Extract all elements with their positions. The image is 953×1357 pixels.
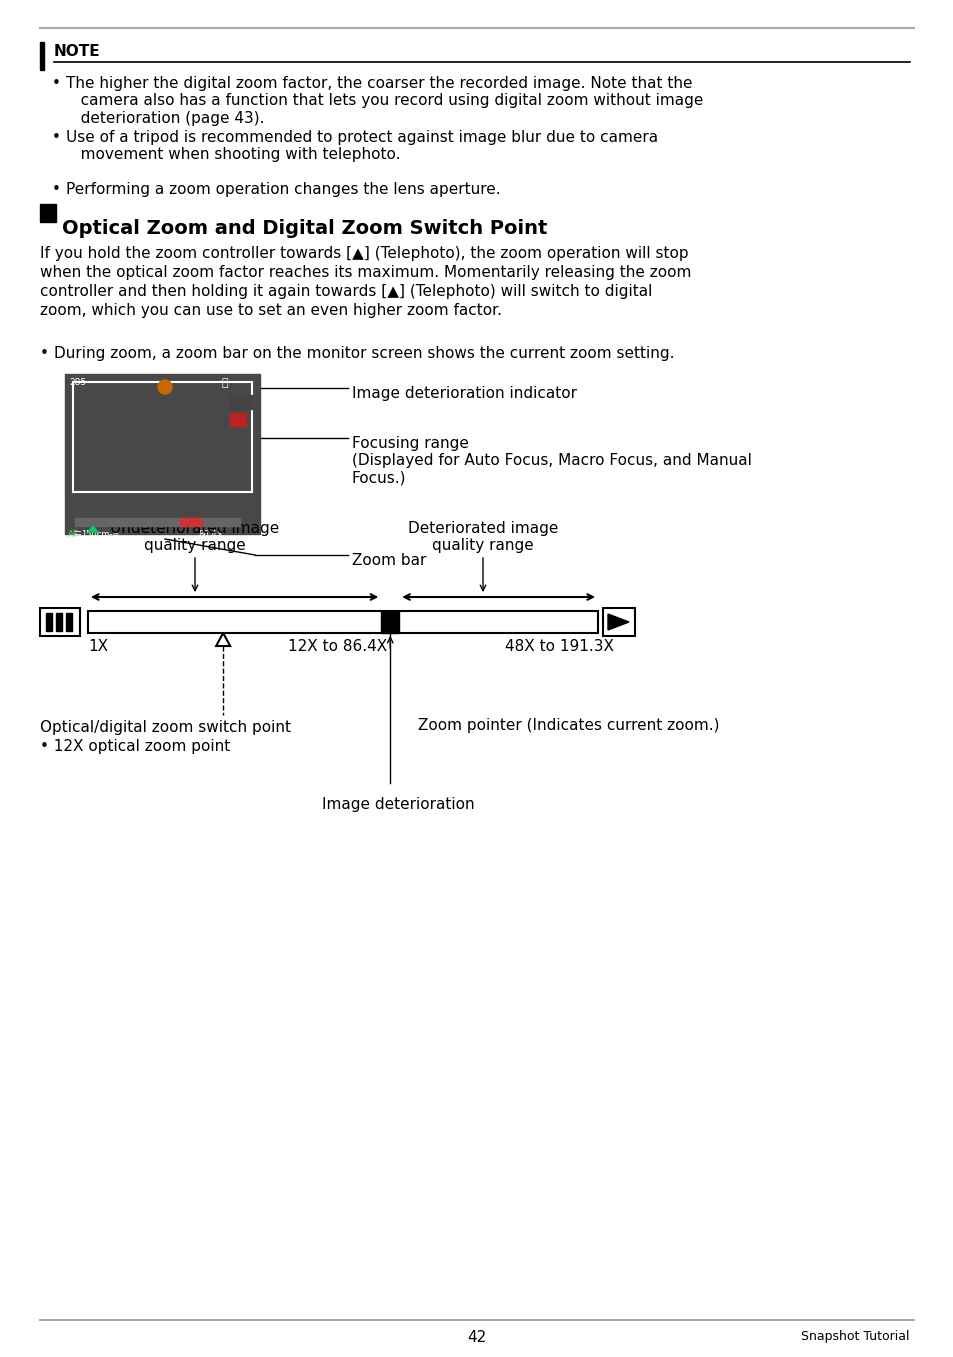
Text: •: • xyxy=(52,76,61,91)
Text: 285: 285 xyxy=(69,379,86,387)
Bar xyxy=(88,611,598,632)
Text: 86.4×: 86.4× xyxy=(198,531,223,539)
Bar xyxy=(56,613,62,631)
Text: The higher the digital zoom factor, the coarser the recorded image. Note that th: The higher the digital zoom factor, the … xyxy=(66,76,702,126)
Text: Undeteriorated image
quality range: Undeteriorated image quality range xyxy=(111,521,279,554)
Text: AF: AF xyxy=(68,531,78,539)
Text: NOTE: NOTE xyxy=(54,43,100,58)
Circle shape xyxy=(158,380,172,394)
Text: Performing a zoom operation changes the lens aperture.: Performing a zoom operation changes the … xyxy=(66,182,500,197)
Text: Optical/digital zoom switch point: Optical/digital zoom switch point xyxy=(40,721,291,735)
Text: Optical Zoom and Digital Zoom Switch Point: Optical Zoom and Digital Zoom Switch Poi… xyxy=(62,218,547,237)
Bar xyxy=(40,42,44,71)
Text: controller and then holding it again towards [▲] (Telephoto) will switch to digi: controller and then holding it again tow… xyxy=(40,284,652,299)
Polygon shape xyxy=(88,527,98,532)
Text: Zoom bar: Zoom bar xyxy=(352,554,426,569)
Text: ⌕: ⌕ xyxy=(222,379,229,388)
Text: Use of a tripod is recommended to protect against image blur due to camera
   mo: Use of a tripod is recommended to protec… xyxy=(66,130,658,163)
Text: Image deterioration indicator: Image deterioration indicator xyxy=(352,385,577,402)
Bar xyxy=(40,204,56,223)
Text: ☰: ☰ xyxy=(73,531,80,539)
Bar xyxy=(602,608,635,636)
Text: Snapshot Tutorial: Snapshot Tutorial xyxy=(801,1330,909,1343)
Text: •: • xyxy=(52,130,61,145)
Text: zoom, which you can use to set an even higher zoom factor.: zoom, which you can use to set an even h… xyxy=(40,303,501,318)
Text: Image deterioration: Image deterioration xyxy=(321,797,474,811)
Text: 42: 42 xyxy=(467,1330,486,1345)
Text: Focusing range
(Displayed for Auto Focus, Macro Focus, and Manual
Focus.): Focusing range (Displayed for Auto Focus… xyxy=(352,436,751,486)
Text: when the optical zoom factor reaches its maximum. Momentarily releasing the zoom: when the optical zoom factor reaches its… xyxy=(40,265,691,280)
Text: 12X to 86.4X: 12X to 86.4X xyxy=(288,639,387,654)
Text: Zoom pointer (Indicates current zoom.): Zoom pointer (Indicates current zoom.) xyxy=(417,718,719,733)
Bar xyxy=(230,413,246,426)
Text: 48X to 191.3X: 48X to 191.3X xyxy=(505,639,614,654)
Text: • 12X optical zoom point: • 12X optical zoom point xyxy=(40,740,230,754)
Polygon shape xyxy=(607,613,628,630)
Text: 150cm-∞: 150cm-∞ xyxy=(81,531,119,539)
Text: Deteriorated image
quality range: Deteriorated image quality range xyxy=(407,521,558,554)
Text: ▤N: ▤N xyxy=(233,398,246,407)
Bar xyxy=(381,611,399,632)
Bar xyxy=(230,395,252,408)
Text: If you hold the zoom controller towards [▲] (Telephoto), the zoom operation will: If you hold the zoom controller towards … xyxy=(40,246,688,261)
Text: •: • xyxy=(52,182,61,197)
Text: •: • xyxy=(40,346,49,361)
Bar xyxy=(75,518,240,527)
Bar xyxy=(66,613,71,631)
Bar xyxy=(40,608,80,636)
Bar xyxy=(65,375,260,535)
Bar xyxy=(73,383,252,493)
Text: 1X: 1X xyxy=(88,639,108,654)
Text: During zoom, a zoom bar on the monitor screen shows the current zoom setting.: During zoom, a zoom bar on the monitor s… xyxy=(54,346,674,361)
Bar xyxy=(46,613,52,631)
Bar xyxy=(180,518,202,527)
